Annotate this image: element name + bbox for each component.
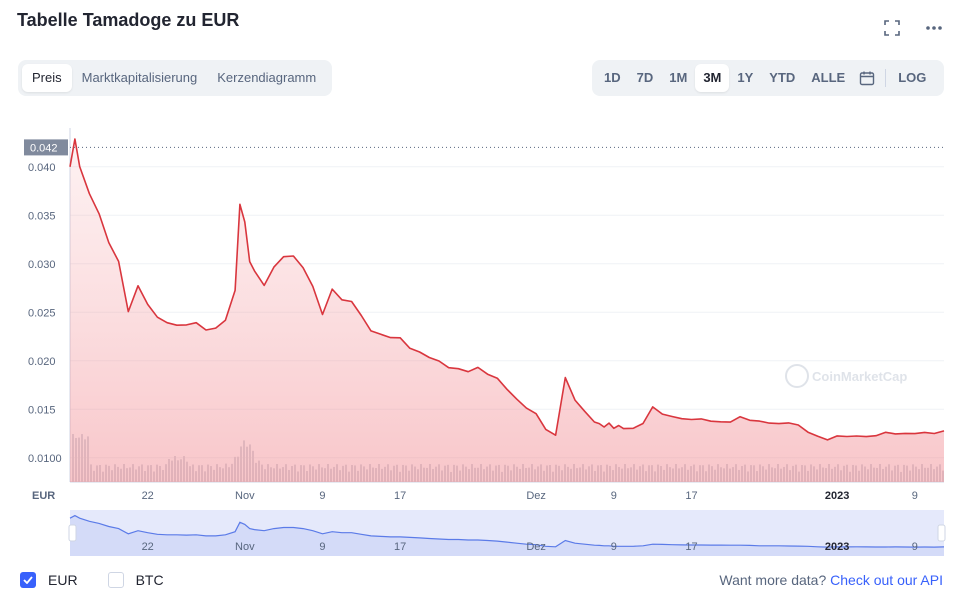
navigator-tick-label: 17: [394, 541, 406, 553]
log-scale-toggle[interactable]: LOG: [898, 70, 927, 85]
api-promo: Want more data? Check out our API: [719, 572, 943, 588]
x-tick-label: 22: [142, 490, 154, 502]
y-tick-label: 0.025: [28, 307, 56, 319]
y-tick-label: 0.0100: [28, 453, 62, 465]
tab-preis[interactable]: Preis: [22, 64, 72, 92]
chart-type-tabs: Preis Marktkapitalisierung Kerzendiagram…: [18, 60, 332, 96]
current-price-label: 0.042: [30, 142, 58, 154]
navigator-area: [70, 515, 944, 556]
price-area-fill: [70, 139, 944, 482]
y-tick-label: 0.040: [28, 162, 56, 174]
current-price-marker: 0.042: [24, 139, 944, 156]
x-axis-labels: 22 Nov 9 17 Dez 9 17 2023 9: [142, 490, 918, 502]
y-tick-label: 0.020: [28, 356, 56, 368]
range-3m[interactable]: 3M: [695, 64, 730, 92]
x-tick-label: 9: [319, 490, 325, 502]
tab-kerzendiagramm[interactable]: Kerzendiagramm: [217, 70, 317, 85]
watermark-text: CoinMarketCap: [812, 369, 907, 384]
y-tick-label: 0.030: [28, 259, 56, 271]
range-alle[interactable]: ALLE: [811, 70, 846, 85]
y-axis-labels: 0.040 0.035 0.030 0.025 0.020 0.015 0.0100: [28, 162, 62, 465]
x-tick-label: 2023: [825, 490, 849, 502]
range-7d[interactable]: 7D: [636, 70, 654, 85]
range-1m[interactable]: 1M: [669, 70, 688, 85]
x-tick-label: 9: [912, 490, 918, 502]
range-1d[interactable]: 1D: [604, 70, 621, 85]
navigator-tick-label: Dez: [526, 541, 546, 553]
x-tick-label: 17: [394, 490, 406, 502]
fullscreen-icon[interactable]: [882, 18, 902, 38]
api-promo-text: Want more data?: [719, 572, 827, 588]
eur-checkbox[interactable]: [20, 572, 36, 588]
y-tick-label: 0.015: [28, 404, 56, 416]
navigator-tick-label: 9: [611, 541, 617, 553]
btc-label: BTC: [135, 572, 164, 588]
range-navigator[interactable]: 22 Nov 9 17 Dez 9 17 2023 9: [68, 510, 946, 556]
navigator-tick-label: 9: [319, 541, 325, 553]
btc-checkbox[interactable]: [107, 572, 124, 588]
time-range-tabs: 1D 7D 1M 3M 1Y YTD ALLE LOG: [592, 60, 944, 96]
tab-marktkapitalisierung[interactable]: Marktkapitalisierung: [81, 70, 198, 85]
y-axis-unit: EUR: [32, 490, 55, 502]
series-legend: EUR BTC: [20, 572, 194, 588]
navigator-labels: 22 Nov 9 17 Dez 9 17 2023 9: [142, 541, 918, 553]
more-options-icon[interactable]: [924, 18, 944, 38]
y-tick-label: 0.035: [28, 210, 56, 222]
x-tick-label: Dez: [526, 490, 546, 502]
range-divider: [885, 69, 887, 87]
navigator-tick-label: Nov: [235, 541, 255, 553]
navigator-line: [69, 514, 945, 548]
price-line: [69, 138, 945, 441]
x-tick-label: 17: [685, 490, 697, 502]
legend-btc[interactable]: BTC: [107, 572, 164, 588]
navigator-tick-label: 22: [142, 541, 154, 553]
legend-eur[interactable]: EUR: [20, 572, 78, 588]
range-ytd[interactable]: YTD: [769, 70, 796, 85]
chart-title: Tabelle Tamadoge zu EUR: [17, 10, 240, 30]
calendar-icon[interactable]: [853, 64, 881, 92]
navigator-tick-label: 17: [685, 541, 697, 553]
watermark: CoinMarketCap: [785, 364, 907, 388]
range-1y[interactable]: 1Y: [737, 70, 754, 85]
navigator-handle-right[interactable]: [937, 524, 946, 542]
x-tick-label: Nov: [235, 490, 255, 502]
api-link[interactable]: Check out our API: [830, 572, 943, 588]
top-actions: [882, 18, 944, 38]
navigator-tick-label: 2023: [825, 541, 849, 553]
navigator-handle-left[interactable]: [68, 524, 77, 542]
navigator-tick-label: 9: [912, 541, 918, 553]
x-tick-label: 9: [611, 490, 617, 502]
eur-label: EUR: [48, 572, 78, 588]
